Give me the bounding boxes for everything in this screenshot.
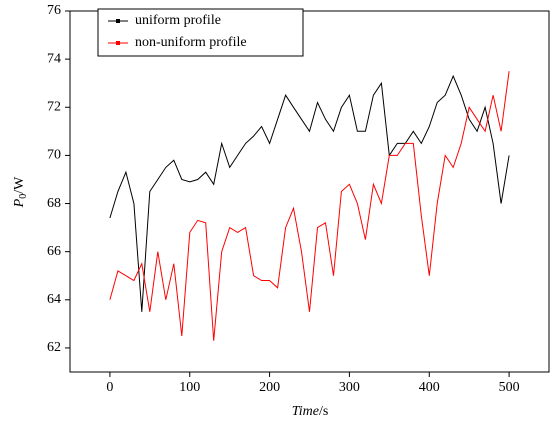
x-label-unit: /s — [319, 404, 328, 419]
x-tick-label: 400 — [419, 380, 440, 395]
x-axis-label: Time/s — [292, 404, 329, 419]
y-tick-label: 62 — [47, 340, 61, 355]
x-tick-label: 200 — [259, 380, 280, 395]
legend-marker — [116, 41, 120, 45]
x-label-text: Time — [292, 404, 319, 419]
legend-label: non-uniform profile — [135, 35, 247, 50]
x-tick-label: 500 — [499, 380, 520, 395]
x-tick-label: 0 — [106, 380, 113, 395]
y-label-symbol: P — [12, 198, 27, 208]
series-line — [109, 74, 510, 312]
x-tick-label: 100 — [179, 380, 200, 395]
y-label-unit: /W — [12, 176, 27, 194]
legend-label: uniform profile — [135, 13, 221, 28]
y-tick-label: 70 — [47, 148, 61, 163]
y-tick-label: 76 — [47, 3, 61, 18]
y-label-subscript: 0 — [18, 194, 29, 199]
y-tick-label: 64 — [47, 292, 61, 307]
y-tick-label: 68 — [47, 196, 61, 211]
series-line — [109, 71, 510, 341]
y-tick-label: 66 — [47, 244, 61, 259]
y-tick-label: 72 — [47, 99, 61, 114]
legend-box — [97, 8, 304, 57]
plot-frame — [69, 10, 550, 373]
y-axis-label: P0/W — [12, 176, 29, 208]
legend-marker — [116, 19, 120, 23]
y-tick-label: 74 — [47, 51, 61, 66]
x-tick-label: 300 — [339, 380, 360, 395]
